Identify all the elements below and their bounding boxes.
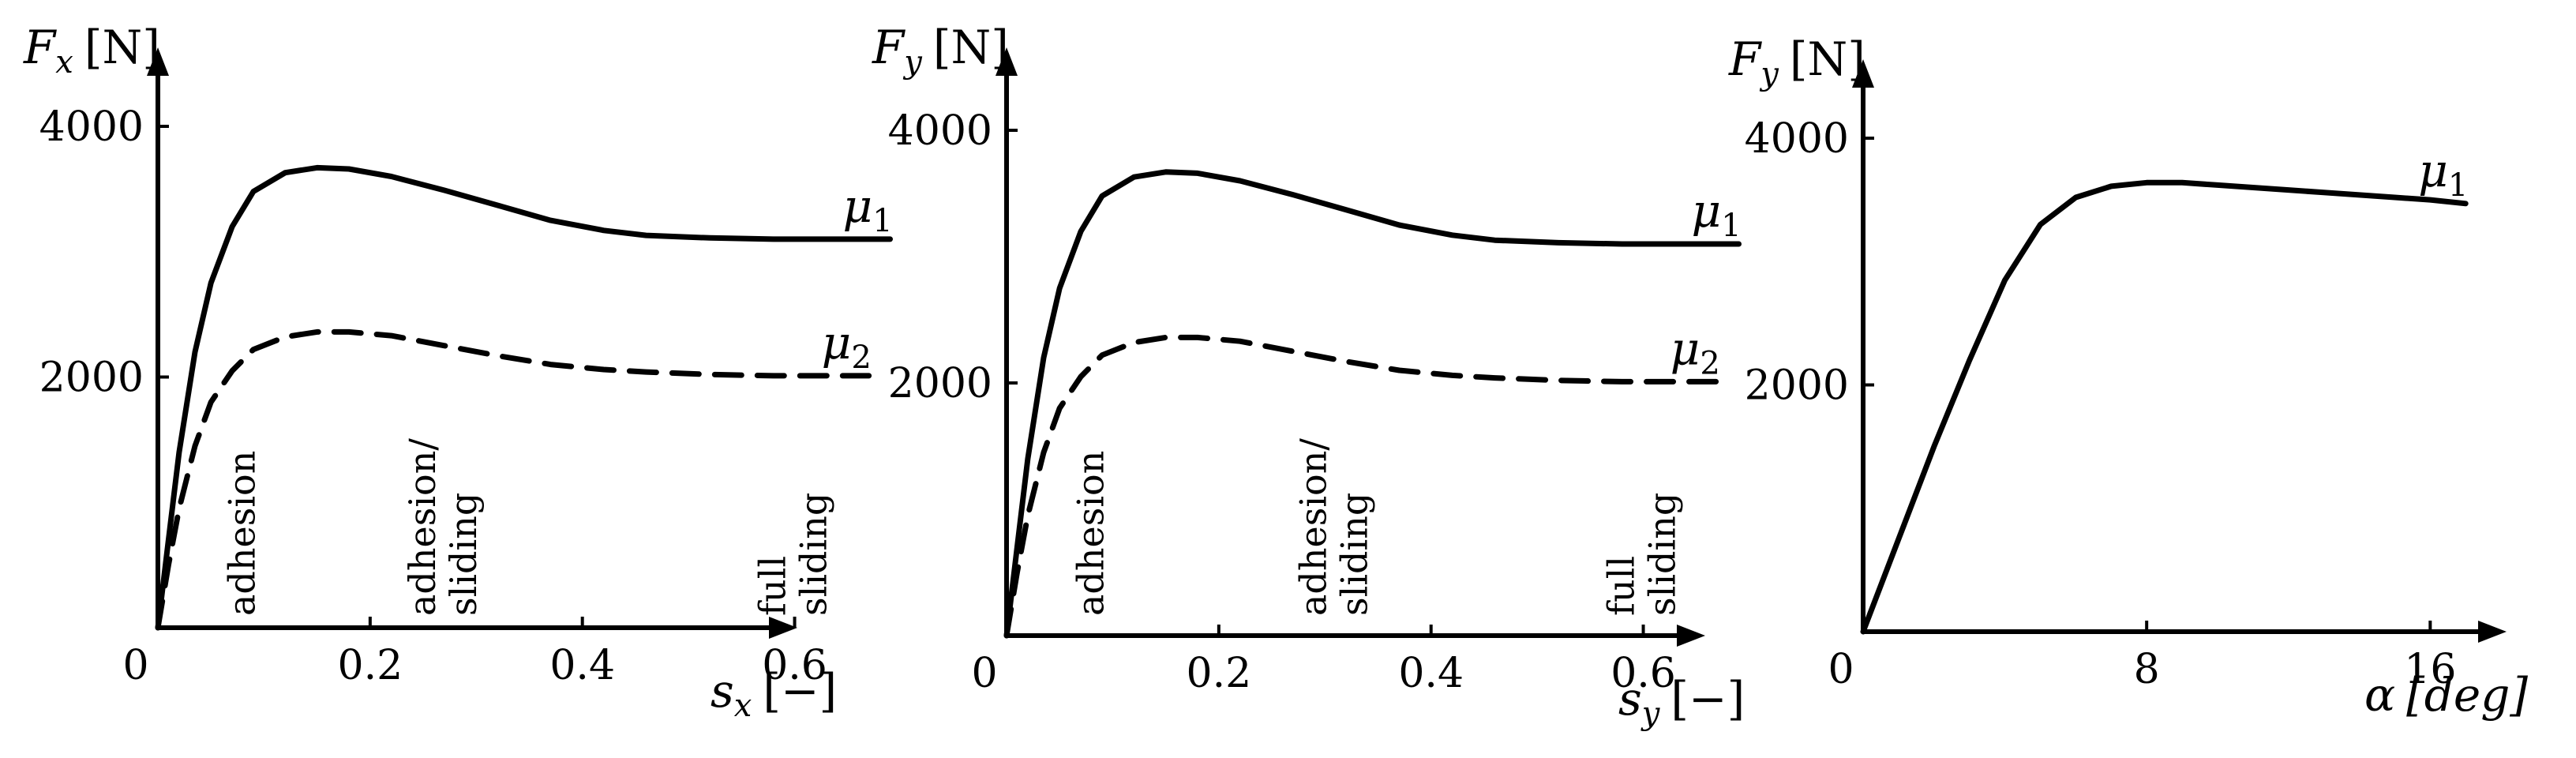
x-axis-label: α [deg] (2364, 668, 2528, 722)
series-line-1 (155, 164, 893, 631)
origin-label: 0 (971, 650, 997, 697)
x-tick-label: 8 (2134, 646, 2160, 693)
series-label-1: μ1 (843, 179, 893, 239)
zone-label: adhesion/ (401, 438, 444, 616)
zone-label: adhesion/ (1292, 438, 1335, 616)
series-label-2: μ2 (822, 316, 872, 376)
zone-label: sliding (793, 493, 835, 616)
x-axis-arrow (2478, 621, 2507, 643)
x-tick-label: 16 (2404, 646, 2456, 693)
x-tick-label: 0.2 (1186, 650, 1251, 697)
x-tick-label: 0.6 (1610, 650, 1676, 697)
y-axis-label: Fx [N] (23, 21, 160, 81)
y-tick-label: 2000 (888, 360, 992, 407)
panel-fy-vs-sy: 0 0.2 0.4 0.6 2000 4000 Fy [N] sy [−] μ1 μ2 adhesion… (872, 21, 1745, 732)
series-line-2 (155, 328, 872, 631)
panel-fy-vs-alpha: 0 8 16 2000 4000 Fy [N] α [deg] μ1 (1728, 32, 2528, 722)
y-axis-label: Fy [N] (872, 21, 1009, 81)
series-line-1 (1860, 179, 2469, 635)
series-label-1: μ1 (1692, 184, 1742, 244)
series-label-2: μ2 (1670, 321, 1720, 381)
origin-label: 0 (122, 642, 148, 689)
origin-label: 0 (1828, 646, 1854, 693)
y-tick-label: 4000 (1745, 115, 1849, 163)
x-tick-label: 0.4 (549, 642, 615, 689)
zone-label: full (1600, 556, 1643, 616)
zone-label: sliding (442, 493, 485, 616)
x-axis-label: sx [−] (711, 664, 837, 724)
zone-label: adhesion (220, 451, 263, 616)
y-tick-label: 4000 (39, 103, 144, 151)
panel-fx-vs-sx: 0 0.2 0.4 0.6 2000 4000 Fx [N] sx [−] μ1 μ2 adhesion… (23, 21, 893, 724)
y-axis-label: Fy [N] (1728, 32, 1865, 92)
y-tick-label: 4000 (888, 107, 992, 155)
x-tick-label: 0.6 (762, 642, 827, 689)
series-line-2 (1003, 334, 1721, 639)
zone-label: adhesion (1069, 451, 1112, 616)
x-axis-label: sy [−] (1618, 672, 1745, 732)
x-tick-label: 0.2 (337, 642, 403, 689)
y-tick-label: 2000 (39, 355, 144, 402)
zone-label: full (752, 556, 794, 616)
y-axis-arrow (1852, 59, 1874, 88)
y-tick-label: 2000 (1745, 362, 1849, 410)
series-label-1: μ1 (2418, 144, 2468, 204)
zone-label: sliding (1641, 493, 1684, 616)
x-axis-arrow (1677, 625, 1705, 647)
series-line-1 (1003, 169, 1742, 639)
x-axis-arrow (769, 617, 797, 639)
y-axis-arrow (147, 47, 169, 76)
zone-label: sliding (1333, 493, 1376, 616)
x-tick-label: 0.4 (1398, 650, 1464, 697)
y-axis-arrow (996, 47, 1018, 76)
